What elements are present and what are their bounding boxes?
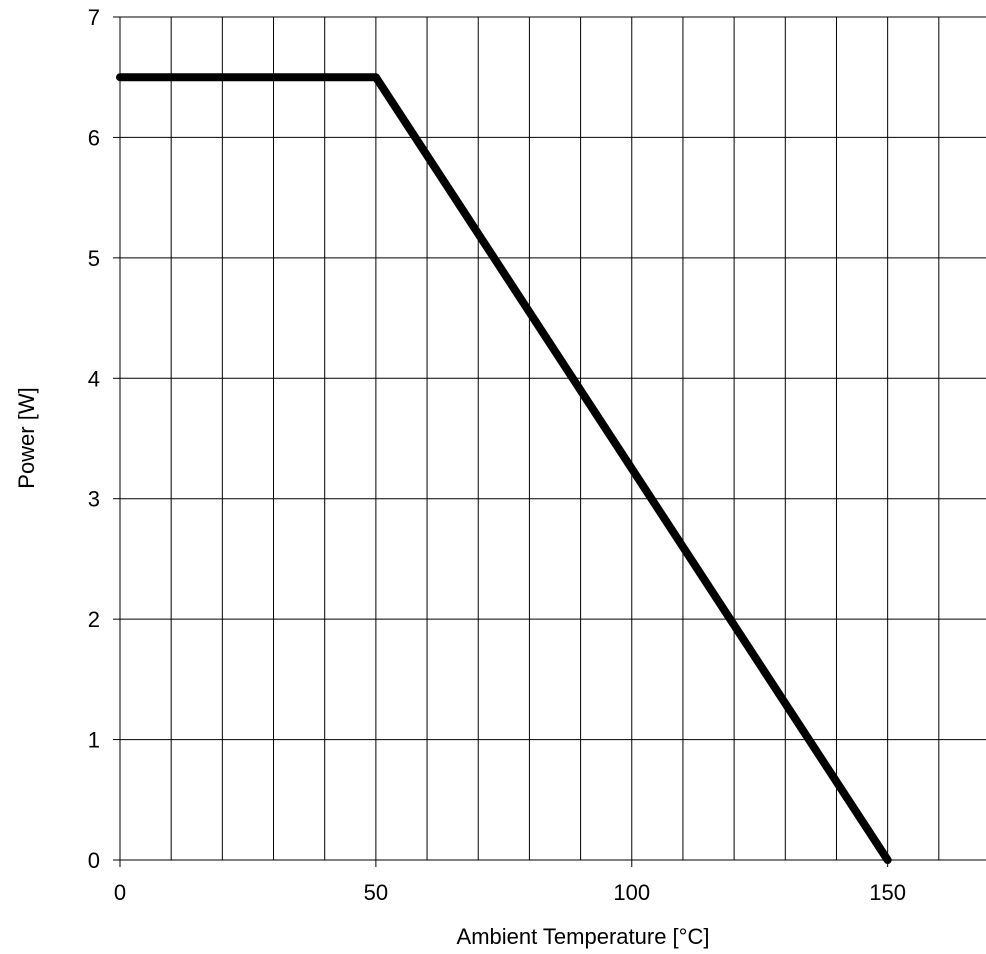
y-tick-label: 2: [88, 607, 100, 632]
y-tick-label: 4: [88, 366, 100, 391]
y-tick-label: 5: [88, 246, 100, 271]
series-line: [116, 73, 892, 864]
x-axis-label: Ambient Temperature [°C]: [457, 924, 710, 949]
ticks: 0 1 2 3 4 5 6 7 0 50 100 150: [88, 5, 906, 905]
grid: [119, 16, 986, 861]
y-tick-label: 7: [88, 5, 100, 30]
series-layer: [116, 73, 892, 864]
y-axis-label: Power [W]: [14, 387, 39, 488]
y-tick-label: 1: [88, 728, 100, 753]
y-tick-label: 6: [88, 125, 100, 150]
x-tick-label: 50: [364, 880, 388, 905]
x-tick-label: 100: [613, 880, 650, 905]
y-tick-label: 0: [88, 848, 100, 873]
x-tick-label: 0: [114, 880, 126, 905]
y-tick-label: 3: [88, 487, 100, 512]
x-tick-label: 150: [869, 880, 906, 905]
